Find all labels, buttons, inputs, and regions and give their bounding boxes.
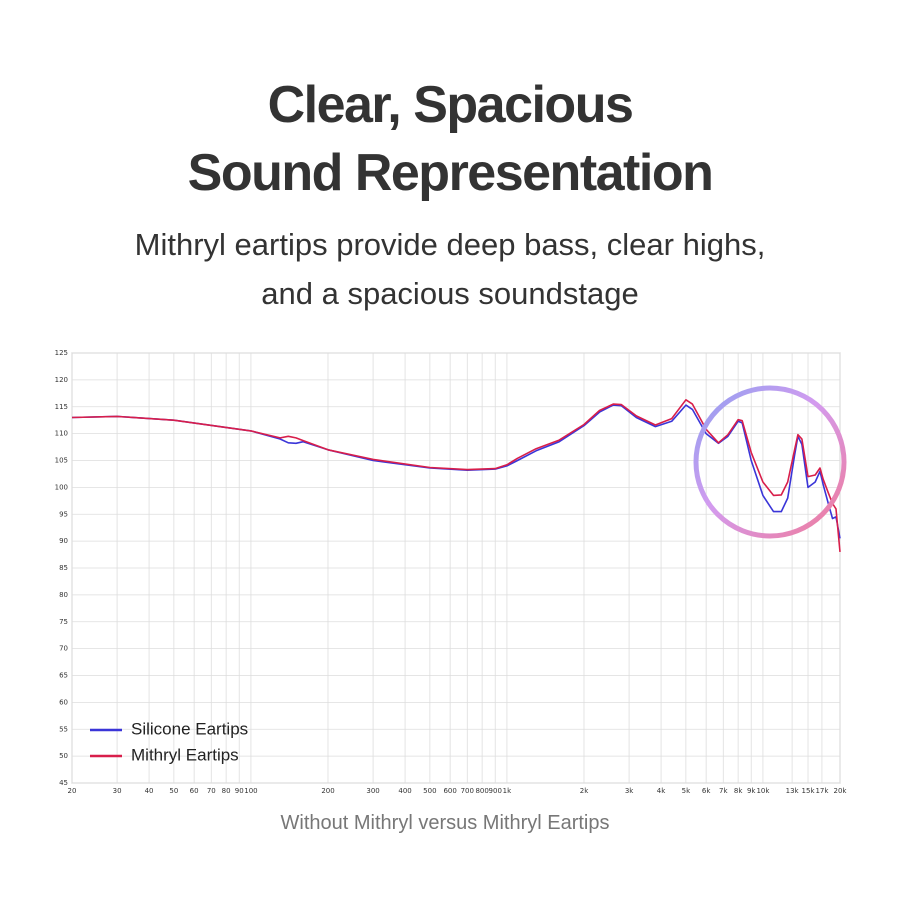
y-tick-label: 70 — [59, 645, 68, 653]
legend-label: Silicone Eartips — [131, 719, 248, 738]
x-tick-label: 500 — [423, 787, 436, 795]
series-line — [71, 399, 841, 552]
x-tick-label: 7k — [719, 787, 728, 795]
y-tick-label: 90 — [59, 537, 68, 545]
y-tick-label: 65 — [59, 672, 68, 680]
highlight-ring — [693, 385, 847, 539]
x-tick-label: 5k — [682, 787, 691, 795]
x-tick-label: 6k — [702, 787, 711, 795]
x-tick-label: 40 — [145, 787, 154, 795]
subtitle-line: Mithryl eartips provide deep bass, clear… — [135, 227, 766, 262]
subtitle-line: and a spacious soundstage — [261, 276, 638, 311]
x-tick-label: 200 — [321, 787, 334, 795]
y-tick-label: 50 — [59, 752, 68, 760]
y-tick-label: 115 — [55, 403, 68, 411]
x-tick-label: 4k — [657, 787, 666, 795]
y-tick-label: 100 — [55, 483, 68, 491]
x-tick-label: 1k — [503, 787, 512, 795]
x-tick-label: 2k — [580, 787, 589, 795]
x-tick-label: 50 — [169, 787, 178, 795]
title-line: Clear, Spacious — [268, 76, 633, 134]
y-tick-label: 105 — [55, 457, 68, 465]
title-line: Sound Representation — [188, 144, 713, 202]
y-tick-label: 95 — [59, 510, 68, 518]
y-tick-label: 110 — [55, 430, 68, 438]
x-tick-label: 300 — [366, 787, 379, 795]
x-tick-label: 100 — [244, 787, 257, 795]
x-tick-label: 30 — [113, 787, 122, 795]
x-tick-label: 20 — [68, 787, 77, 795]
x-tick-label: 600 — [443, 787, 456, 795]
x-tick-label: 9k — [747, 787, 756, 795]
legend-label: Mithryl Eartips — [131, 745, 239, 764]
x-tick-label: 3k — [625, 787, 634, 795]
x-tick-label: 90 — [235, 787, 244, 795]
x-tick-label: 20k — [834, 787, 848, 795]
y-tick-label: 120 — [55, 376, 68, 384]
x-tick-label: 900 — [489, 787, 502, 795]
y-tick-label: 60 — [59, 698, 68, 706]
x-tick-label: 60 — [190, 787, 199, 795]
x-tick-label: 15k — [802, 787, 816, 795]
x-tick-label: 70 — [207, 787, 216, 795]
plot: 45 50 55 60 65 70 75 80 85 90 95 100 105 110 115 120 125… — [55, 349, 848, 795]
y-tick-label: 55 — [59, 725, 68, 733]
y-tick-label: 125 — [55, 349, 68, 357]
x-tick-label: 10k — [756, 787, 770, 795]
x-tick-label: 13k — [786, 787, 800, 795]
x-tick-label: 8k — [734, 787, 743, 795]
x-tick-label: 17k — [815, 787, 829, 795]
x-tick-label: 80 — [222, 787, 231, 795]
y-tick-label: 80 — [59, 591, 68, 599]
y-tick-label: 45 — [59, 779, 68, 787]
x-tick-label: 400 — [398, 787, 411, 795]
y-tick-label: 75 — [59, 618, 68, 626]
x-tick-label: 800 — [475, 787, 488, 795]
x-tick-label: 700 — [461, 787, 474, 795]
y-tick-label: 85 — [59, 564, 68, 572]
caption: Without Mithryl versus Mithryl Eartips — [281, 812, 610, 834]
